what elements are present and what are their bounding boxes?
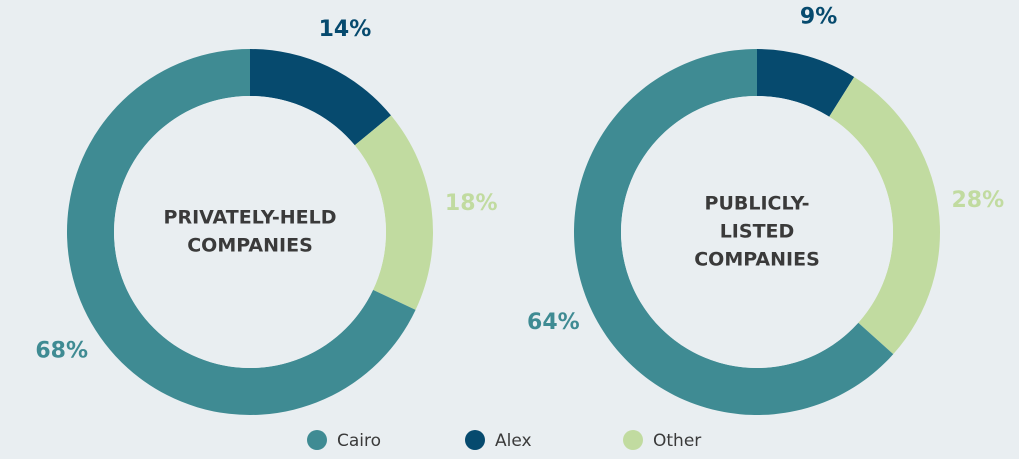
- data-label: 14%: [319, 17, 372, 42]
- data-label: 28%: [951, 188, 1004, 213]
- data-label: 18%: [445, 191, 498, 216]
- center-label: PRIVATELY-HELD: [164, 207, 337, 229]
- legend-swatch: [465, 430, 485, 450]
- legend-swatch: [307, 430, 327, 450]
- data-label: 64%: [527, 310, 580, 335]
- data-label: 9%: [800, 5, 837, 30]
- center-label: COMPANIES: [694, 249, 820, 271]
- donut-segment: [250, 49, 392, 146]
- data-label: 68%: [35, 338, 88, 363]
- legend-label: Alex: [495, 431, 532, 451]
- center-label: PUBLICLY-: [705, 193, 810, 215]
- legend-label: Cairo: [337, 431, 381, 451]
- legend-swatch: [623, 430, 643, 450]
- donut-segment: [574, 49, 894, 415]
- donut-hole: [621, 96, 893, 368]
- legend-label: Other: [653, 431, 701, 451]
- donut-hole: [114, 96, 386, 368]
- donut-segment: [829, 76, 940, 355]
- center-label: COMPANIES: [187, 235, 313, 257]
- donut-segment: [354, 115, 433, 310]
- donut-segment: [757, 49, 855, 117]
- center-label: LISTED: [720, 221, 795, 243]
